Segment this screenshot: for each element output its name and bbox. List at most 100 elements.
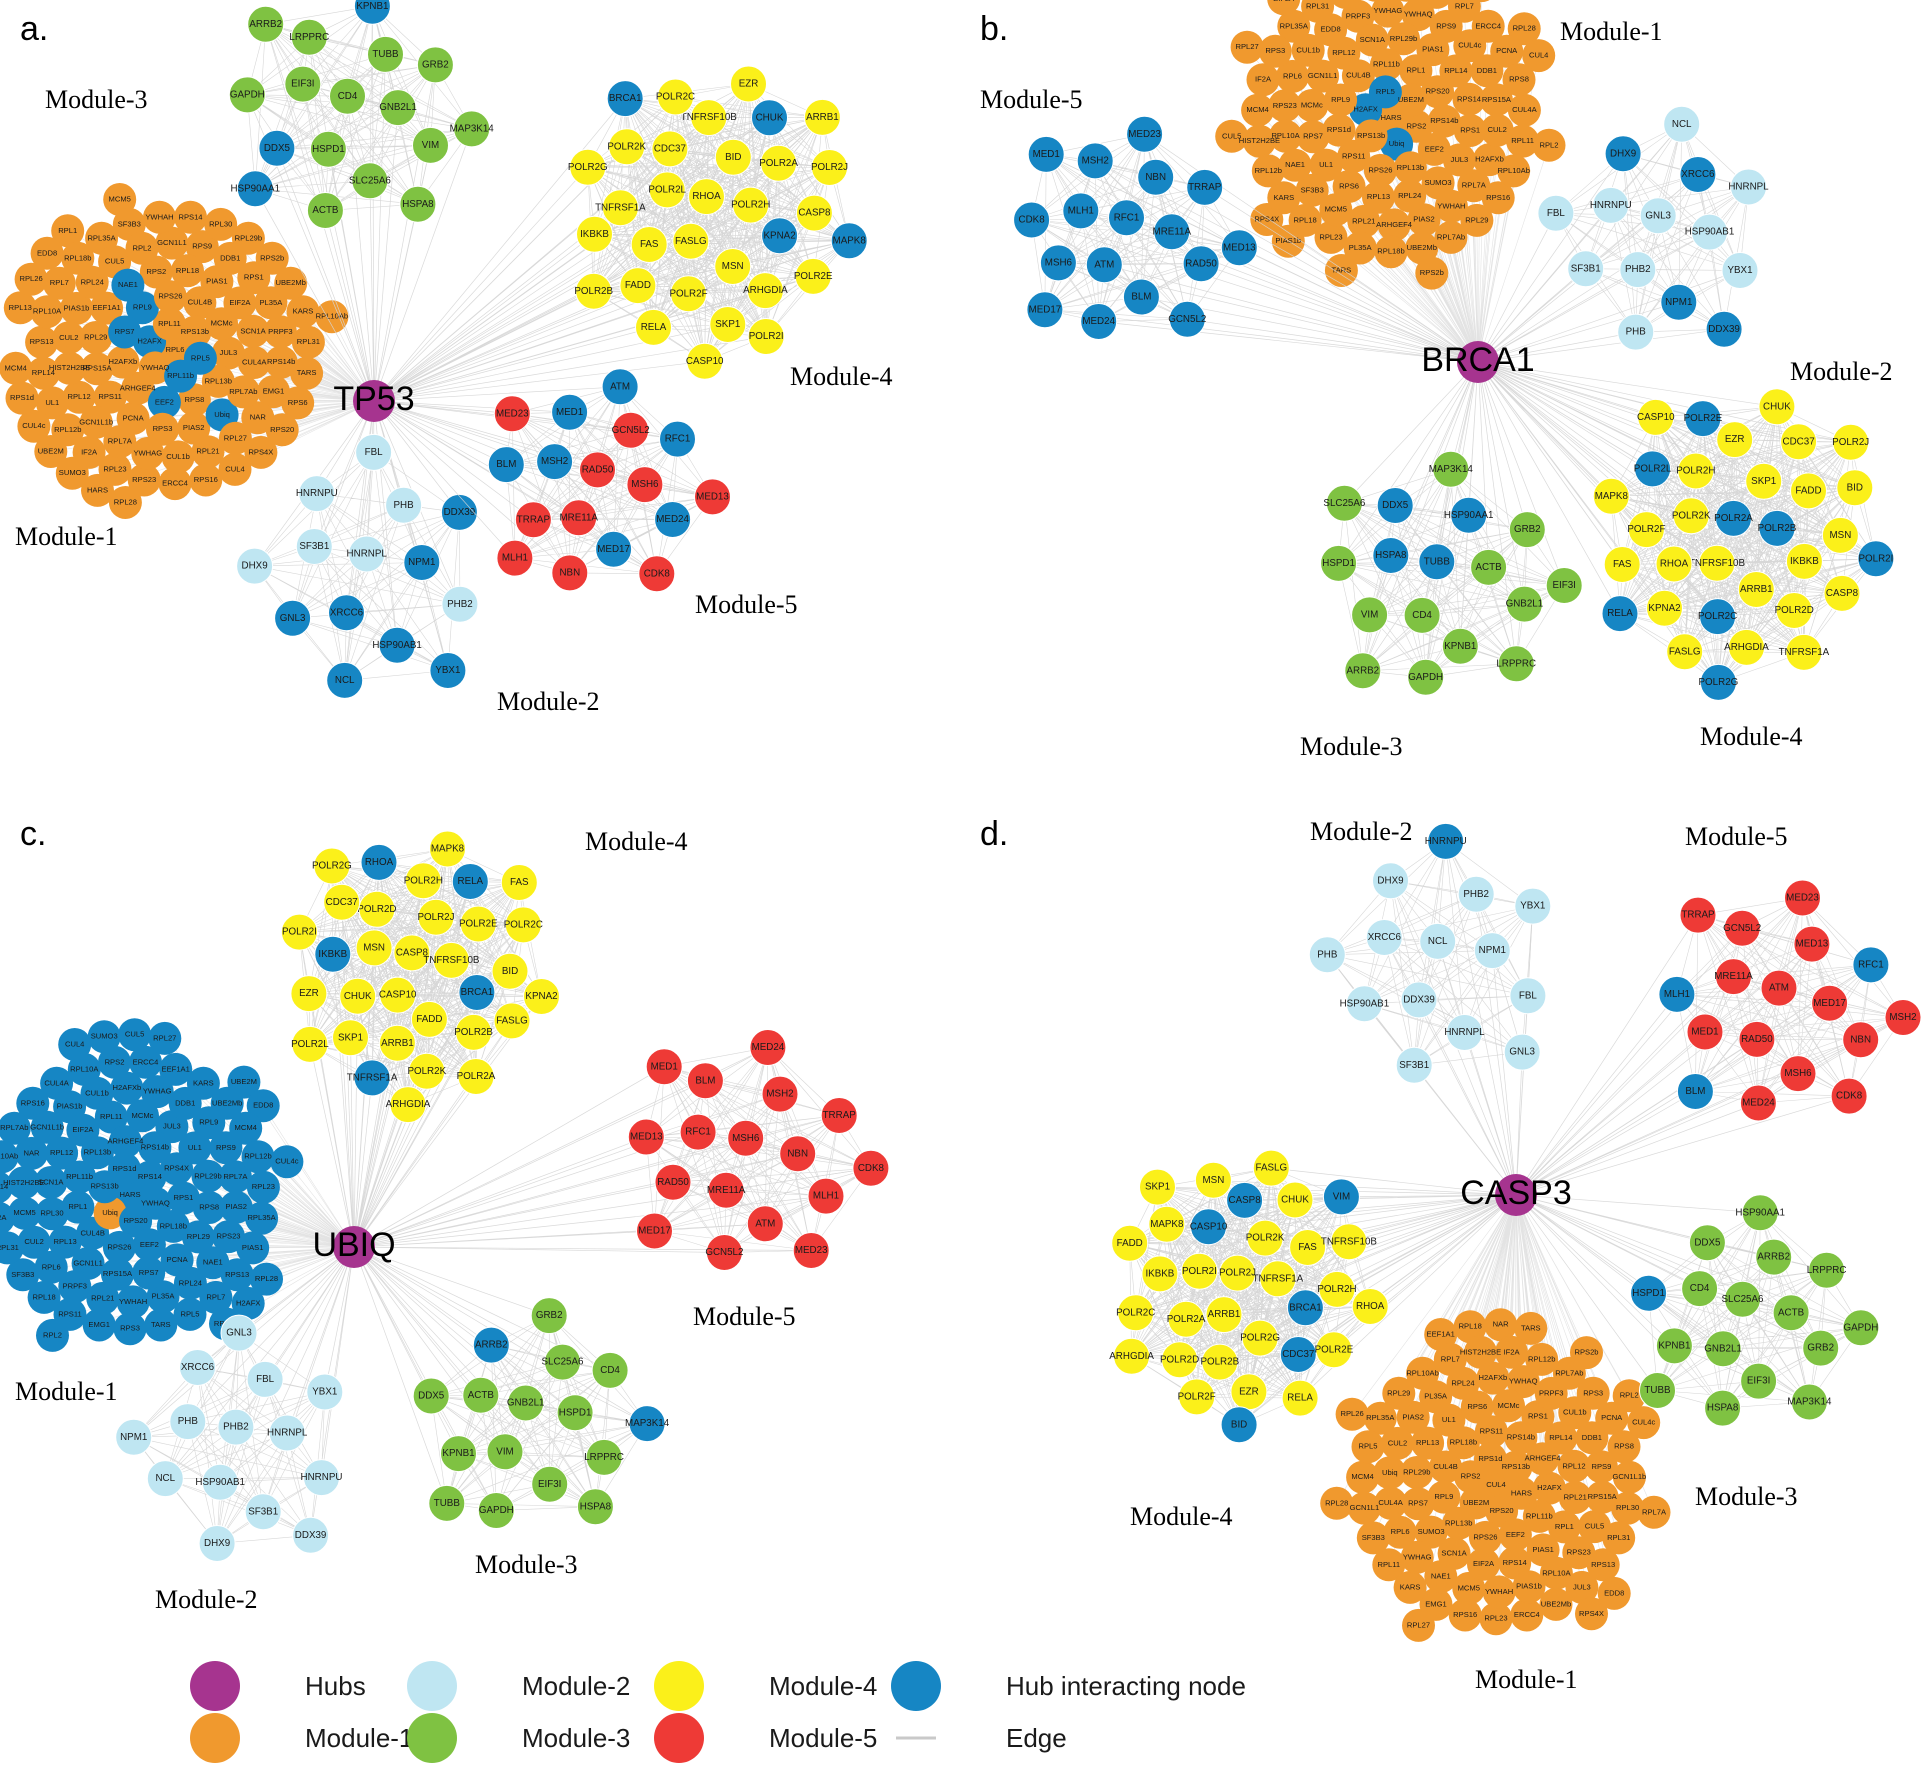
svg-text:ARHGEF4: ARHGEF4: [107, 1137, 143, 1146]
svg-text:RPS2: RPS2: [146, 267, 166, 276]
svg-text:RPS2b: RPS2b: [260, 253, 284, 262]
svg-text:GNB2L1: GNB2L1: [379, 102, 417, 113]
svg-text:RPS11: RPS11: [58, 1309, 82, 1318]
svg-text:NAR: NAR: [250, 413, 267, 422]
svg-text:POLR2G: POLR2G: [1240, 1333, 1280, 1344]
svg-text:BRCA1: BRCA1: [461, 987, 494, 998]
svg-text:CUL2: CUL2: [1487, 125, 1506, 134]
svg-text:RPL29: RPL29: [84, 333, 107, 342]
svg-text:SKP1: SKP1: [338, 1032, 363, 1043]
svg-text:POLR2A: POLR2A: [1714, 513, 1753, 524]
svg-text:CHUK: CHUK: [1281, 1195, 1309, 1206]
svg-text:RPS8: RPS8: [184, 395, 204, 404]
svg-text:RPL10Ab: RPL10Ab: [316, 312, 349, 321]
svg-text:GNB2L1: GNB2L1: [1506, 599, 1544, 610]
svg-text:RPS15A: RPS15A: [1588, 1492, 1618, 1501]
svg-text:HSPA8: HSPA8: [1707, 1403, 1739, 1414]
svg-text:RFC1: RFC1: [1858, 959, 1884, 970]
svg-text:HNRNPL: HNRNPL: [1728, 182, 1769, 193]
svg-text:PHB: PHB: [1626, 327, 1647, 338]
svg-text:RPS13b: RPS13b: [1357, 131, 1385, 140]
svg-text:YWHAG: YWHAG: [143, 1087, 172, 1096]
svg-text:EEF2: EEF2: [140, 1240, 159, 1249]
svg-text:FASLG: FASLG: [1256, 1163, 1288, 1174]
svg-text:RPL29b: RPL29b: [1403, 1468, 1430, 1477]
svg-text:DDX5: DDX5: [1382, 500, 1409, 511]
svg-text:MSH6: MSH6: [732, 1133, 760, 1144]
svg-text:LRPPRC: LRPPRC: [584, 1452, 624, 1463]
svg-text:d.: d.: [980, 815, 1008, 853]
svg-text:CUL1b: CUL1b: [1296, 45, 1320, 54]
svg-text:CUL4: CUL4: [1486, 1480, 1505, 1489]
svg-text:CUL4B: CUL4B: [80, 1228, 104, 1237]
svg-text:NCL: NCL: [1428, 936, 1448, 947]
svg-text:RPS6: RPS6: [1467, 1402, 1487, 1411]
svg-text:Ubiq: Ubiq: [1382, 1468, 1398, 1477]
svg-text:POLR2C: POLR2C: [504, 919, 543, 930]
svg-text:RPS26: RPS26: [107, 1242, 131, 1251]
svg-text:MCM5: MCM5: [109, 195, 131, 204]
svg-text:TNFRSF1A: TNFRSF1A: [1779, 647, 1830, 658]
svg-text:BLM: BLM: [695, 1075, 715, 1086]
svg-text:ARRB1: ARRB1: [1208, 1309, 1241, 1320]
svg-text:BID: BID: [1231, 1419, 1247, 1430]
svg-text:RPL12: RPL12: [50, 1148, 73, 1157]
svg-text:RPL18: RPL18: [1293, 215, 1316, 224]
svg-text:CDC37: CDC37: [1282, 1349, 1314, 1360]
svg-text:POLR2B: POLR2B: [454, 1027, 493, 1038]
svg-text:CASP8: CASP8: [798, 208, 831, 219]
svg-text:UBE2Mb: UBE2Mb: [212, 1098, 242, 1107]
svg-text:RPS23: RPS23: [1273, 101, 1297, 110]
svg-text:MED13: MED13: [630, 1132, 663, 1143]
svg-text:RPS1d: RPS1d: [112, 1164, 136, 1173]
svg-text:GNL3: GNL3: [1509, 1047, 1535, 1058]
svg-text:VIM: VIM: [496, 1446, 513, 1457]
svg-text:FBL: FBL: [365, 447, 384, 458]
svg-text:MLH1: MLH1: [502, 553, 528, 564]
svg-text:RPS23: RPS23: [216, 1232, 240, 1241]
svg-text:FASLG: FASLG: [496, 1015, 528, 1026]
svg-text:RPL9: RPL9: [1434, 1492, 1453, 1501]
svg-text:CUL4c: CUL4c: [275, 1157, 298, 1166]
svg-text:RPL31: RPL31: [297, 337, 320, 346]
svg-text:Module-2: Module-2: [1310, 817, 1413, 846]
svg-text:RPL18b: RPL18b: [160, 1221, 187, 1230]
svg-text:DDX39: DDX39: [1708, 324, 1740, 335]
svg-text:CD4: CD4: [338, 91, 358, 102]
svg-text:GCN1L1b: GCN1L1b: [1613, 1472, 1647, 1481]
svg-text:RPL35A: RPL35A: [247, 1213, 276, 1222]
svg-text:RPS7: RPS7: [1303, 132, 1323, 141]
svg-text:EIF3I: EIF3I: [291, 79, 314, 90]
svg-text:RPS2: RPS2: [105, 1057, 125, 1066]
svg-text:FASLG: FASLG: [675, 236, 707, 247]
svg-text:SF3B3: SF3B3: [1362, 1533, 1385, 1542]
svg-text:RPL14: RPL14: [1549, 1433, 1572, 1442]
svg-text:RPL12: RPL12: [1562, 1461, 1585, 1470]
svg-text:RPL24: RPL24: [81, 277, 104, 286]
svg-text:KPNA2: KPNA2: [1648, 603, 1680, 614]
svg-text:DDB1: DDB1: [1582, 1433, 1602, 1442]
svg-text:PL35A: PL35A: [259, 298, 283, 307]
svg-text:Module-3: Module-3: [475, 1550, 578, 1579]
svg-text:CUL4c: CUL4c: [22, 421, 45, 430]
svg-text:Ubiq: Ubiq: [1389, 139, 1405, 148]
svg-text:Ubiq: Ubiq: [102, 1208, 118, 1217]
svg-text:MCM5: MCM5: [1325, 205, 1347, 214]
svg-text:RPL13b: RPL13b: [1445, 1518, 1472, 1527]
svg-text:RPL30: RPL30: [209, 219, 232, 228]
svg-text:DDX5: DDX5: [1694, 1237, 1721, 1248]
svg-text:TNFRSF1A: TNFRSF1A: [1253, 1273, 1304, 1284]
svg-text:POLR2A: POLR2A: [759, 158, 798, 169]
svg-text:Module-2: Module-2: [497, 687, 600, 716]
svg-text:GNL3: GNL3: [280, 613, 306, 624]
svg-text:FAS: FAS: [510, 877, 529, 888]
svg-text:HNRNPL: HNRNPL: [1444, 1027, 1485, 1038]
svg-text:EIF3I: EIF3I: [1747, 1376, 1770, 1387]
svg-text:RPL6: RPL6: [1283, 71, 1302, 80]
svg-text:TNFRSF10B: TNFRSF10B: [681, 112, 738, 123]
svg-text:RPS9: RPS9: [1436, 21, 1456, 30]
svg-text:NCL: NCL: [335, 675, 355, 686]
svg-text:SF3B3: SF3B3: [11, 1270, 34, 1279]
svg-text:TNFRSF10B: TNFRSF10B: [423, 955, 480, 966]
svg-text:RPL18b: RPL18b: [1450, 1438, 1477, 1447]
